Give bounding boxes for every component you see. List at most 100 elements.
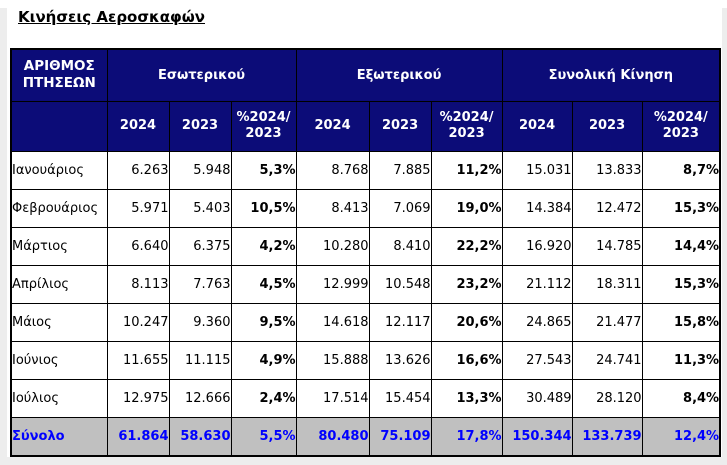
percent-cell: 15,3%: [641, 188, 721, 228]
group-header-domestic: Εσωτερικού: [106, 48, 297, 102]
value-cell: 12.472: [571, 188, 643, 228]
percent-cell: 15,3%: [641, 264, 721, 304]
value-cell: 5.403: [168, 188, 232, 228]
page-edge-right: [722, 8, 727, 465]
page-edge-left: [0, 8, 7, 465]
corner-spacer: [10, 100, 108, 152]
table-row: Ιούλιος 12.975 12.666 2,4% 17.514 15.454 13,3%…: [10, 378, 721, 418]
percent-cell: 11,3%: [641, 340, 721, 380]
value-cell: 61.864: [106, 416, 170, 457]
percent-cell: 19,0%: [430, 188, 503, 228]
table-header: ΑΡΙΘΜΟΣ ΠΤΗΣΕΩΝ Εσωτερικού Εξωτερικού Συ…: [10, 48, 721, 152]
percent-cell: 23,2%: [430, 264, 503, 304]
value-cell: 7.763: [168, 264, 232, 304]
value-cell: 18.311: [571, 264, 643, 304]
value-cell: 8.113: [106, 264, 170, 304]
value-cell: 6.375: [168, 226, 232, 266]
month-cell: Φεβρουάριος: [10, 188, 108, 228]
percent-cell: 14,4%: [641, 226, 721, 266]
percent-cell: 17,8%: [430, 416, 503, 457]
aircraft-movements-table: ΑΡΙΘΜΟΣ ΠΤΗΣΕΩΝ Εσωτερικού Εξωτερικού Συ…: [10, 48, 722, 457]
table-row: Απρίλιος 8.113 7.763 4,5% 12.999 10.548 23,2% 2…: [10, 264, 721, 304]
value-cell: 13.626: [368, 340, 432, 380]
percent-cell: 2,4%: [230, 378, 297, 418]
value-cell: 10.548: [368, 264, 432, 304]
value-cell: 150.344: [501, 416, 573, 457]
percent-cell: 13,3%: [430, 378, 503, 418]
table-row: Φεβρουάριος 5.971 5.403 10,5% 8.413 7.069 19,0…: [10, 188, 721, 228]
percent-cell: 11,2%: [430, 150, 503, 190]
percent-cell: 20,6%: [430, 302, 503, 342]
percent-cell: 4,5%: [230, 264, 297, 304]
percent-cell: 4,9%: [230, 340, 297, 380]
total-row: Σύνολο 61.864 58.630 5,5% 80.480 75.109 17,8% 1…: [10, 416, 721, 457]
value-cell: 13.833: [571, 150, 643, 190]
value-cell: 17.514: [295, 378, 370, 418]
value-cell: 80.480: [295, 416, 370, 457]
corner-header: ΑΡΙΘΜΟΣ ΠΤΗΣΕΩΝ: [10, 48, 108, 102]
month-cell: Ιανουάριος: [10, 150, 108, 190]
table-row: Ιανουάριος 6.263 5.948 5,3% 8.768 7.885 11,2% 1…: [10, 150, 721, 190]
value-cell: 7.885: [368, 150, 432, 190]
table-row: Μάιος 10.247 9.360 9,5% 14.618 12.117 20,6% 24.…: [10, 302, 721, 342]
month-cell: Μάιος: [10, 302, 108, 342]
month-cell: Ιούνιος: [10, 340, 108, 380]
value-cell: 12.117: [368, 302, 432, 342]
sub-header: %2024/ 2023: [430, 100, 503, 152]
group-header-row: ΑΡΙΘΜΟΣ ΠΤΗΣΕΩΝ Εσωτερικού Εξωτερικού Συ…: [10, 48, 721, 102]
percent-cell: 5,5%: [230, 416, 297, 457]
sub-header-row: 2024 2023 %2024/ 2023 2024 2023 %2024/ 2…: [10, 100, 721, 152]
value-cell: 14.384: [501, 188, 573, 228]
value-cell: 133.739: [571, 416, 643, 457]
value-cell: 11.655: [106, 340, 170, 380]
value-cell: 8.410: [368, 226, 432, 266]
sub-header: 2024: [106, 100, 170, 152]
value-cell: 11.115: [168, 340, 232, 380]
value-cell: 8.768: [295, 150, 370, 190]
value-cell: 15.454: [368, 378, 432, 418]
value-cell: 75.109: [368, 416, 432, 457]
value-cell: 10.247: [106, 302, 170, 342]
value-cell: 21.112: [501, 264, 573, 304]
sub-header: 2023: [368, 100, 432, 152]
sub-header: 2024: [501, 100, 573, 152]
value-cell: 5.971: [106, 188, 170, 228]
value-cell: 15.031: [501, 150, 573, 190]
value-cell: 21.477: [571, 302, 643, 342]
value-cell: 9.360: [168, 302, 232, 342]
percent-cell: 15,8%: [641, 302, 721, 342]
table-row: Μάρτιος 6.640 6.375 4,2% 10.280 8.410 22,2% 16.…: [10, 226, 721, 266]
month-cell: Απρίλιος: [10, 264, 108, 304]
table-body: Ιανουάριος 6.263 5.948 5,3% 8.768 7.885 11,2% 1…: [10, 150, 721, 418]
percent-cell: 16,6%: [430, 340, 503, 380]
percent-cell: 8,4%: [641, 378, 721, 418]
percent-cell: 12,4%: [641, 416, 721, 457]
percent-cell: 8,7%: [641, 150, 721, 190]
value-cell: 15.888: [295, 340, 370, 380]
value-cell: 12.999: [295, 264, 370, 304]
month-cell: Σύνολο: [10, 416, 108, 457]
value-cell: 14.618: [295, 302, 370, 342]
month-cell: Μάρτιος: [10, 226, 108, 266]
sub-header: %2024/ 2023: [230, 100, 297, 152]
value-cell: 10.280: [295, 226, 370, 266]
value-cell: 28.120: [571, 378, 643, 418]
value-cell: 27.543: [501, 340, 573, 380]
percent-cell: 22,2%: [430, 226, 503, 266]
month-cell: Ιούλιος: [10, 378, 108, 418]
value-cell: 6.640: [106, 226, 170, 266]
percent-cell: 5,3%: [230, 150, 297, 190]
value-cell: 24.741: [571, 340, 643, 380]
value-cell: 12.975: [106, 378, 170, 418]
sub-header: 2024: [295, 100, 370, 152]
percent-cell: 10,5%: [230, 188, 297, 228]
sub-header: 2023: [168, 100, 232, 152]
value-cell: 5.948: [168, 150, 232, 190]
table-row: Ιούνιος 11.655 11.115 4,9% 15.888 13.626 16,6%…: [10, 340, 721, 380]
value-cell: 6.263: [106, 150, 170, 190]
percent-cell: 9,5%: [230, 302, 297, 342]
page-edge-bottom: [0, 457, 727, 465]
value-cell: 8.413: [295, 188, 370, 228]
group-header-international: Εξωτερικού: [295, 48, 503, 102]
